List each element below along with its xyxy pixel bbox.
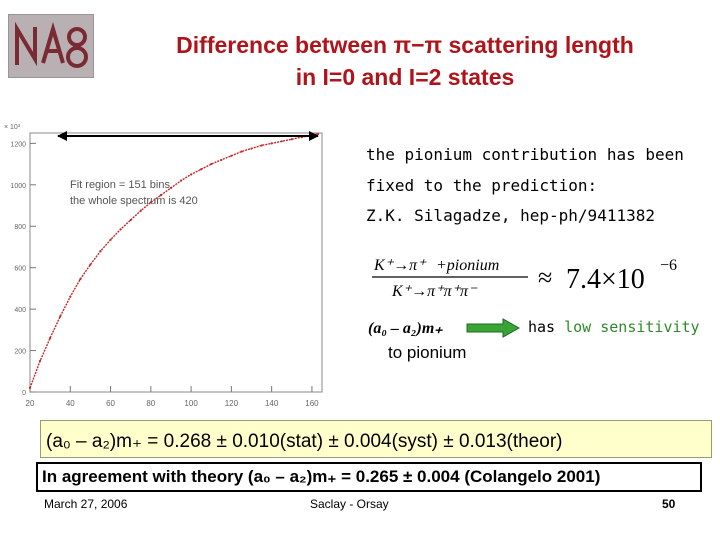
sensitivity-text: has low sensitivity xyxy=(528,318,700,336)
formula-value: 7.4×10 xyxy=(566,264,645,295)
data-point xyxy=(290,138,293,141)
note-line3: Z.K. Silagadze, hep-ph/9411382 xyxy=(366,206,655,225)
result-text: (a₀ – a₂)m₊ = 0.268 ± 0.010(stat) ± 0.00… xyxy=(46,431,563,452)
spectrum-series-line xyxy=(29,133,319,389)
labels-layer: 0 200 400 600 800 1000 1200 20 40 60 80 100 120 140 16… xyxy=(4,124,319,408)
data-point xyxy=(99,250,102,253)
note-line1: the pionium contribution has been xyxy=(366,145,684,164)
y-tick-label: 1200 xyxy=(10,141,26,148)
formula-numerator-left: K⁺→π⁺ xyxy=(373,257,427,274)
data-point xyxy=(159,194,162,197)
sensitivity-text-highlight: low sensitivity xyxy=(564,318,700,336)
branching-ratio-formula: K⁺→π⁺ +pionium K⁺→π⁺π⁺π⁻ ≈ 7.4×10 −6 xyxy=(372,257,677,300)
sensitivity-symbol: (a₀ – a₂)m₊ xyxy=(368,320,443,337)
data-point xyxy=(200,168,203,171)
y-tick-label: 400 xyxy=(14,307,26,314)
right-arrow-icon xyxy=(466,318,521,338)
data-point xyxy=(230,154,233,157)
y-tick-label: 200 xyxy=(14,349,26,356)
note-line2: fixed to the prediction: xyxy=(366,176,598,195)
data-point xyxy=(59,315,62,318)
data-point xyxy=(240,150,243,153)
spectrum-chart: 0 200 400 600 800 1000 1200 20 40 60 80 100 120 140 16… xyxy=(0,108,330,418)
data-point xyxy=(316,132,320,136)
slide-title-line1: Difference between π−π scattering length xyxy=(176,32,634,58)
y-tick-label: 800 xyxy=(14,224,26,231)
footer-page-number: 50 xyxy=(662,497,676,511)
data-point xyxy=(129,218,132,222)
data-point xyxy=(149,201,152,204)
y-tick-label: 600 xyxy=(14,266,26,273)
formula-denominator: K⁺→π⁺π⁺π⁻ xyxy=(391,283,478,300)
data-point xyxy=(119,228,122,231)
result-box xyxy=(40,420,712,458)
x-tick-label: 120 xyxy=(225,399,239,408)
data-point xyxy=(260,144,263,147)
data-point xyxy=(49,337,52,340)
x-tick-label: 40 xyxy=(66,399,75,408)
formula-approx: ≈ xyxy=(538,263,552,292)
chart-annotation: Fit region = 151 bins xyxy=(70,179,170,191)
agreement-text: In agreement with theory (a₀ – a₂)m₊ = 0… xyxy=(42,467,601,486)
agreement-box xyxy=(36,462,702,492)
formula-numerator-right: +pionium xyxy=(436,257,499,274)
data-point xyxy=(250,147,253,150)
data-point xyxy=(28,386,32,389)
data-point xyxy=(79,277,82,281)
data-point xyxy=(210,162,213,166)
y-tick-label: 0 xyxy=(22,390,26,397)
data-point xyxy=(69,295,72,298)
x-tick-label: 140 xyxy=(265,399,279,408)
data-point xyxy=(109,238,112,241)
x-tick-label: 60 xyxy=(106,399,115,408)
data-point xyxy=(190,173,193,176)
na48-logo xyxy=(8,14,94,78)
x-tick-label: 160 xyxy=(305,399,319,408)
slide-title-line2: in I=0 and I=2 states xyxy=(295,64,515,90)
x-tick-label: 80 xyxy=(146,399,155,408)
data-point xyxy=(270,142,273,145)
sensitivity-text-prefix: has xyxy=(528,318,565,336)
y-multiplier-label: × 10³ xyxy=(4,124,21,131)
formula-exponent: −6 xyxy=(660,257,677,274)
x-tick-label: 100 xyxy=(184,399,198,408)
footer-venue: Saclay - Orsay xyxy=(310,497,389,511)
data-point xyxy=(89,263,92,266)
logo-graphic xyxy=(15,21,88,68)
chart-background xyxy=(0,108,330,418)
data-point xyxy=(169,186,173,190)
x-tick-label: 20 xyxy=(26,399,35,408)
data-point xyxy=(220,158,223,162)
data-point xyxy=(179,179,183,182)
data-point xyxy=(280,140,283,143)
chart-annotation: the whole spectrum is 420 xyxy=(70,195,198,207)
y-tick-label: 1000 xyxy=(10,183,26,190)
data-point xyxy=(38,359,42,363)
sensitivity-label: to pionium xyxy=(388,343,467,362)
footer-date: March 27, 2006 xyxy=(44,497,128,511)
data-point xyxy=(139,209,142,212)
